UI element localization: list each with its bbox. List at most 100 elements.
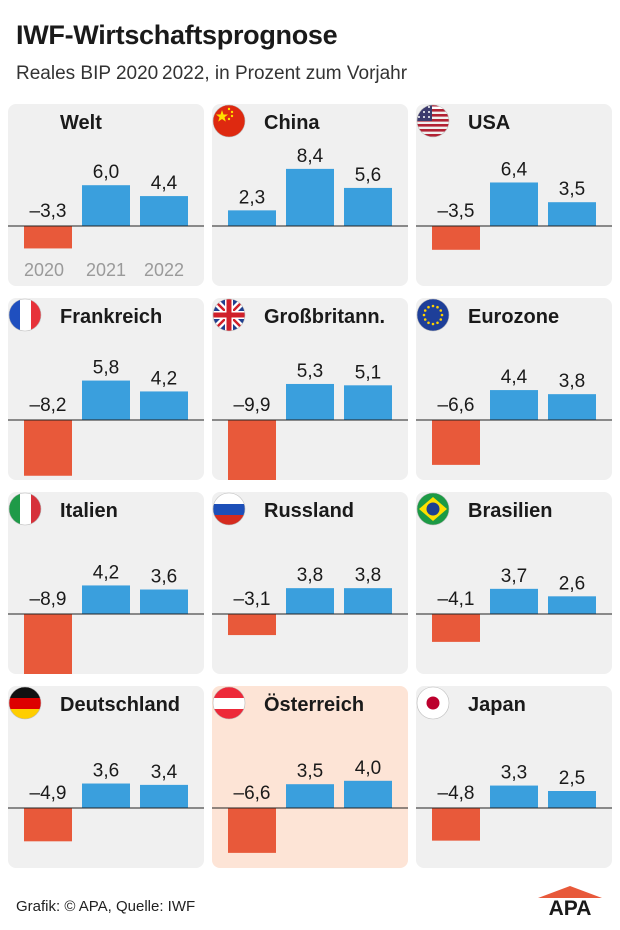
panel-usa: USA –3,5 6,4 3,5: [416, 104, 612, 286]
panel-welt: Welt –3,3 6,0 4,4 2020 2021 2022: [8, 104, 204, 286]
value-label: 2,6: [559, 573, 585, 594]
value-label: –3,5: [438, 201, 475, 222]
bar-2020: [432, 226, 480, 250]
apa-logo: APA: [538, 886, 602, 918]
value-label: 3,8: [559, 371, 585, 392]
usa-flag-icon: [416, 104, 450, 138]
bar-2020: [228, 420, 276, 480]
bar-chart: –8,9 4,2 3,6: [8, 562, 204, 674]
value-label: –8,2: [30, 395, 67, 416]
value-label: 6,4: [501, 159, 528, 180]
bar-2022: [548, 202, 596, 226]
bar-2021: [490, 588, 538, 614]
bar-2021: [490, 182, 538, 226]
bar-2020: [432, 420, 480, 465]
bar-chart: –9,9 5,3 5,1: [212, 361, 408, 480]
value-label: 2,3: [239, 187, 265, 208]
page-subtitle: Reales BIP 2020 2022, in Prozent zum Vor…: [16, 63, 408, 84]
panel-title: Eurozone: [468, 306, 560, 328]
panel-title: Italien: [60, 500, 118, 522]
bar-2020: [432, 614, 480, 642]
panel-title: Frankreich: [60, 306, 163, 328]
panel-deutschland: Deutschland –4,9 3,6 3,4: [8, 686, 204, 868]
panel-japan: Japan –4,8 3,3 2,5: [416, 686, 612, 868]
bar-2020: [228, 808, 276, 853]
value-label: 4,0: [355, 758, 381, 779]
panel-russland: Russland –3,1 3,8 3,8: [212, 492, 408, 674]
bar-chart: –3,1 3,8 3,8: [212, 565, 408, 636]
bar-2020: [24, 808, 72, 842]
brazil-flag-icon: [416, 492, 450, 526]
panel-brasilien: Brasilien –4,1 3,7 2,6: [416, 492, 612, 674]
value-label: 3,5: [559, 179, 585, 200]
bar-chart: –4,1 3,7 2,6: [416, 566, 612, 642]
value-label: 3,6: [151, 567, 177, 588]
bar-2021: [82, 185, 130, 226]
bar-2022: [548, 596, 596, 614]
bar-2022: [140, 589, 188, 614]
china-flag-icon: [212, 104, 246, 138]
value-label: 3,5: [297, 761, 323, 782]
panel-grid: Welt –3,3 6,0 4,4 2020 2021 2022 China 2,3 8,4 5,6…: [8, 104, 612, 870]
panel-title: Österreich: [264, 694, 365, 716]
panel-gro-britann-: Großbritann. –9,9 5,3 5,1: [212, 298, 408, 480]
value-label: –6,6: [234, 783, 271, 804]
value-label: –9,9: [234, 395, 271, 416]
bar-2020: [24, 226, 72, 249]
bar-2022: [344, 588, 392, 614]
bar-2022: [344, 187, 392, 226]
value-label: –8,9: [30, 589, 67, 610]
bar-2021: [286, 383, 334, 420]
panel-china: China 2,3 8,4 5,6: [212, 104, 408, 286]
bar-2020: [228, 210, 276, 226]
value-label: 3,7: [501, 566, 527, 587]
value-label: 3,3: [501, 763, 527, 784]
value-label: 3,8: [297, 565, 323, 586]
bar-2021: [286, 168, 334, 226]
italy-flag-icon: [8, 492, 42, 526]
value-label: 3,6: [93, 761, 119, 782]
bar-2022: [140, 784, 188, 808]
panel-eurozone: Eurozone –6,6 4,4 3,8: [416, 298, 612, 480]
panel-title: China: [264, 112, 320, 134]
value-label: 5,8: [93, 358, 119, 379]
bar-2021: [286, 588, 334, 614]
panel-frankreich: Frankreich –8,2 5,8 4,2: [8, 298, 204, 480]
value-label: –3,3: [30, 201, 67, 222]
bar-chart: –3,3 6,0 4,4 2020 2021 2022: [8, 162, 204, 280]
bar-2021: [82, 783, 130, 808]
panel-title: Deutschland: [60, 694, 181, 716]
value-label: 4,4: [151, 173, 178, 194]
value-label: 3,8: [355, 565, 381, 586]
bar-chart: –6,6 4,4 3,8: [416, 367, 612, 465]
panel-title: Welt: [60, 112, 102, 134]
france-flag-icon: [8, 298, 42, 332]
bar-chart: –8,2 5,8 4,2: [8, 358, 204, 476]
uk-flag-icon: [212, 298, 246, 332]
value-label: 4,2: [151, 368, 177, 389]
germany-flag-icon: [8, 686, 42, 720]
bar-chart: 2,3 8,4 5,6: [212, 146, 408, 227]
bar-2022: [344, 780, 392, 808]
bar-2022: [140, 196, 188, 226]
value-label: –3,1: [234, 589, 271, 610]
source-credit: Grafik: © APA, Quelle: IWF: [16, 898, 196, 915]
bar-2021: [82, 380, 130, 420]
bar-chart: –3,5 6,4 3,5: [416, 159, 612, 250]
bar-2020: [24, 614, 72, 674]
bar-2020: [228, 614, 276, 636]
logo-text: APA: [549, 897, 592, 918]
value-label: –4,8: [438, 783, 475, 804]
year-label: 2021: [86, 260, 126, 280]
page-title: IWF-Wirtschaftsprognose: [16, 20, 338, 50]
bar-2022: [548, 394, 596, 420]
value-label: 8,4: [297, 146, 324, 167]
bar-2020: [24, 420, 72, 476]
bar-chart: –6,6 3,5 4,0: [212, 758, 408, 853]
value-label: 4,2: [93, 562, 119, 583]
eu-flag-icon: [416, 298, 450, 332]
austria-flag-icon: [212, 686, 246, 720]
bar-2021: [82, 585, 130, 614]
value-label: 3,4: [151, 762, 178, 783]
bar-chart: –4,8 3,3 2,5: [416, 763, 612, 841]
